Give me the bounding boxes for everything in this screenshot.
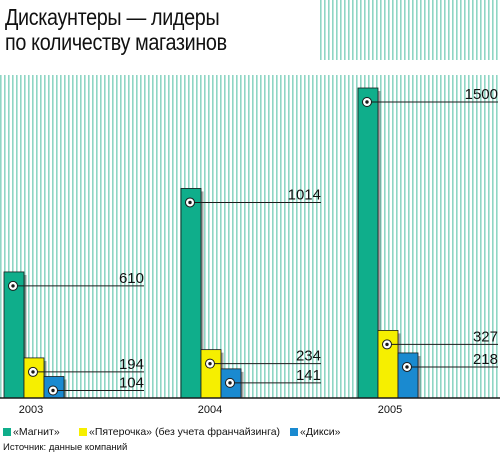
chart-title-line1: Дискаунтеры — лидеры: [5, 4, 220, 30]
legend-item-magnit: «Магнит»: [3, 426, 60, 438]
bar-shadow-diksi-2003: [64, 379, 67, 398]
legend-label-magnit: «Магнит»: [13, 426, 60, 438]
hatch-area: [0, 75, 500, 398]
marker-dot-pyaterochka-2004: [208, 361, 212, 366]
source-note: Источник: данные компаний: [3, 442, 128, 453]
marker-dot-diksi-2003: [51, 388, 55, 393]
legend-swatch-diksi: [290, 428, 298, 436]
value-label-magnit-2005: 1500: [465, 86, 498, 103]
value-label-diksi-2004: 141: [296, 367, 321, 384]
legend: «Магнит» «Пятерочка» (без учета франчайз…: [3, 426, 497, 440]
x-tick-label-2005: 2005: [378, 404, 402, 416]
legend-label-pyaterochka: «Пятерочка» (без учета франчайзинга): [89, 426, 281, 438]
hatched-background: [0, 0, 500, 398]
bar-shadow-magnit-2004: [201, 191, 204, 398]
bar-pyaterochka-2003: [23, 357, 45, 399]
value-label-diksi-2005: 218: [473, 351, 498, 368]
legend-item-pyaterochka: «Пятерочка» (без учета франчайзинга): [79, 426, 280, 438]
value-label-diksi-2003: 104: [119, 375, 144, 392]
chart-title-line2: по количеству магазинов: [5, 29, 227, 55]
x-tick-label-2003: 2003: [19, 404, 43, 416]
title-panel: [0, 0, 320, 75]
marker-dot-magnit-2004: [188, 200, 192, 205]
value-labels: 610 194 104 1014 234 141 1500 327 218: [8, 86, 498, 396]
marker-dot-diksi-2005: [405, 365, 409, 369]
bar-shadow-magnit-2003: [24, 274, 27, 398]
marker-dot-diksi-2004: [228, 381, 232, 385]
marker-dot-magnit-2003: [11, 284, 15, 288]
bar-shadow-diksi-2005: [418, 355, 421, 398]
legend-item-diksi: «Дикси»: [290, 426, 340, 438]
legend-swatch-magnit: [3, 428, 11, 436]
x-tick-label-2004: 2004: [198, 404, 222, 416]
legend-label-diksi: «Дикси»: [300, 426, 341, 438]
legend-swatch-pyaterochka: [79, 428, 87, 436]
bars: [3, 87, 421, 399]
bar-magnit-2003: [3, 271, 25, 399]
bar-pyaterochka-2004: [200, 349, 222, 399]
marker-dot-magnit-2005: [365, 100, 369, 104]
value-label-pyaterochka-2004: 234: [296, 348, 321, 365]
bar-shadow-magnit-2005: [378, 91, 381, 398]
value-label-pyaterochka-2005: 327: [473, 328, 498, 345]
value-label-pyaterochka-2003: 194: [119, 356, 144, 373]
marker-dot-pyaterochka-2003: [31, 370, 35, 374]
bar-magnit-2005: [357, 87, 379, 399]
bar-diksi-2005: [397, 352, 419, 399]
value-label-magnit-2004: 1014: [288, 186, 321, 203]
hatch-area-top: [320, 0, 500, 60]
marker-dot-pyaterochka-2005: [385, 342, 389, 347]
x-axis: 2003 2004 2005: [0, 397, 500, 426]
axis-band: [0, 399, 500, 426]
bar-shadow-diksi-2004: [241, 371, 244, 398]
bar-magnit-2004: [180, 188, 202, 399]
value-label-magnit-2003: 610: [119, 270, 144, 287]
